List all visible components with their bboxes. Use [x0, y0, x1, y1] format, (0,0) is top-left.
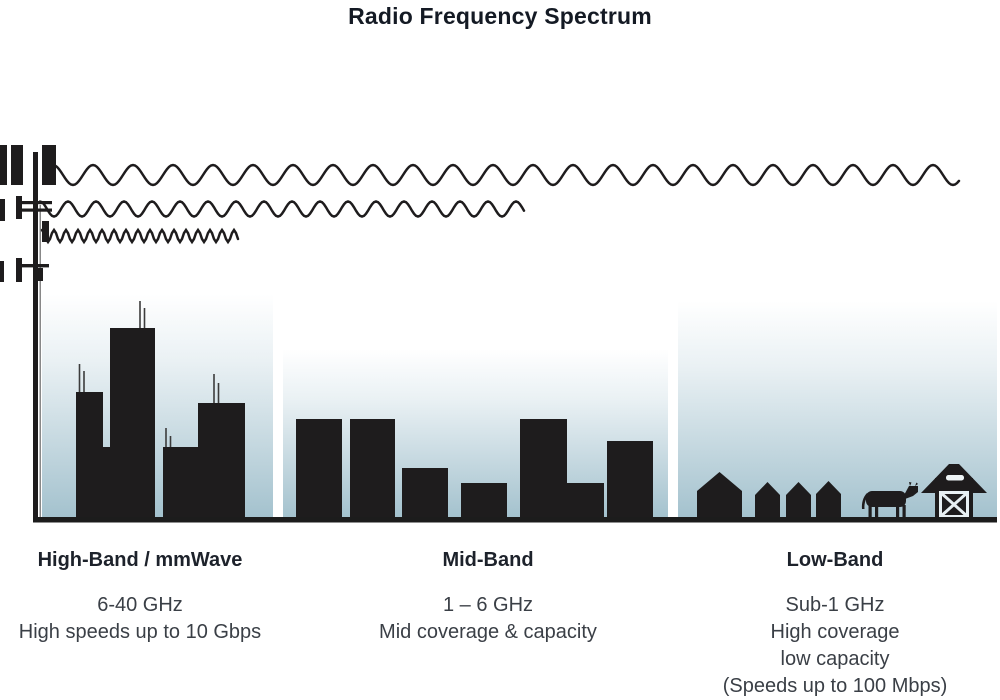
band-description: Mid coverage & capacity — [379, 621, 597, 643]
band-name: Low-Band — [786, 549, 884, 571]
band-label-mid: Mid-Band 1 – 6 GHz Mid coverage & capaci… — [358, 549, 618, 646]
rooftop-antennas — [78, 301, 220, 447]
high-band-skyline — [76, 301, 245, 517]
small-antenna — [16, 258, 22, 282]
band-description: High coverage — [770, 621, 900, 643]
antenna-panel-edge — [0, 145, 7, 185]
antenna-panel-right — [42, 145, 56, 185]
band-label-low: Low-Band Sub-1 GHz High coverage low cap… — [705, 549, 965, 700]
tower-stub — [38, 268, 43, 281]
page-title: Radio Frequency Spectrum — [348, 3, 652, 29]
tower-crossbar — [17, 201, 52, 205]
tower-crossbar — [16, 264, 49, 268]
high-band-wave-icon — [40, 227, 240, 245]
tower-crossbar — [17, 208, 52, 212]
cow-icon — [861, 482, 918, 518]
cell-tower-icon — [0, 145, 56, 517]
barn-hayloft-window — [946, 475, 964, 481]
band-frequency: 1 – 6 GHz — [442, 594, 534, 616]
small-antenna — [42, 221, 49, 242]
band-frequency: 6-40 GHz — [97, 594, 183, 616]
barn-icon — [921, 464, 987, 518]
tower-mast — [33, 152, 38, 517]
house-icon — [816, 481, 841, 517]
band-description: low capacity — [780, 648, 890, 670]
low-band-houses — [697, 472, 841, 517]
small-antenna-edge — [0, 199, 5, 221]
ground-line — [33, 517, 997, 523]
band-name: High-Band / mmWave — [37, 549, 243, 571]
small-antenna-edge — [0, 261, 4, 282]
band-frequency: Sub-1 GHz — [785, 594, 885, 616]
antenna-panel-left — [11, 145, 23, 185]
house-icon — [697, 472, 742, 517]
spectrum-illustration — [0, 145, 997, 523]
low-band-wave-icon — [51, 163, 961, 187]
mid-band-wave-icon — [38, 200, 526, 218]
band-name: Mid-Band — [442, 549, 534, 571]
small-antenna — [16, 196, 22, 219]
band-description: (Speeds up to 100 Mbps) — [722, 675, 948, 697]
mid-band-skyline — [296, 419, 653, 517]
band-description: High speeds up to 10 Gbps — [18, 621, 262, 643]
tower-guy-wire — [39, 205, 41, 517]
house-icon — [755, 482, 780, 517]
house-icon — [786, 482, 811, 517]
band-label-high: High-Band / mmWave 6-40 GHz High speeds … — [10, 549, 270, 646]
barn-door — [939, 491, 969, 518]
